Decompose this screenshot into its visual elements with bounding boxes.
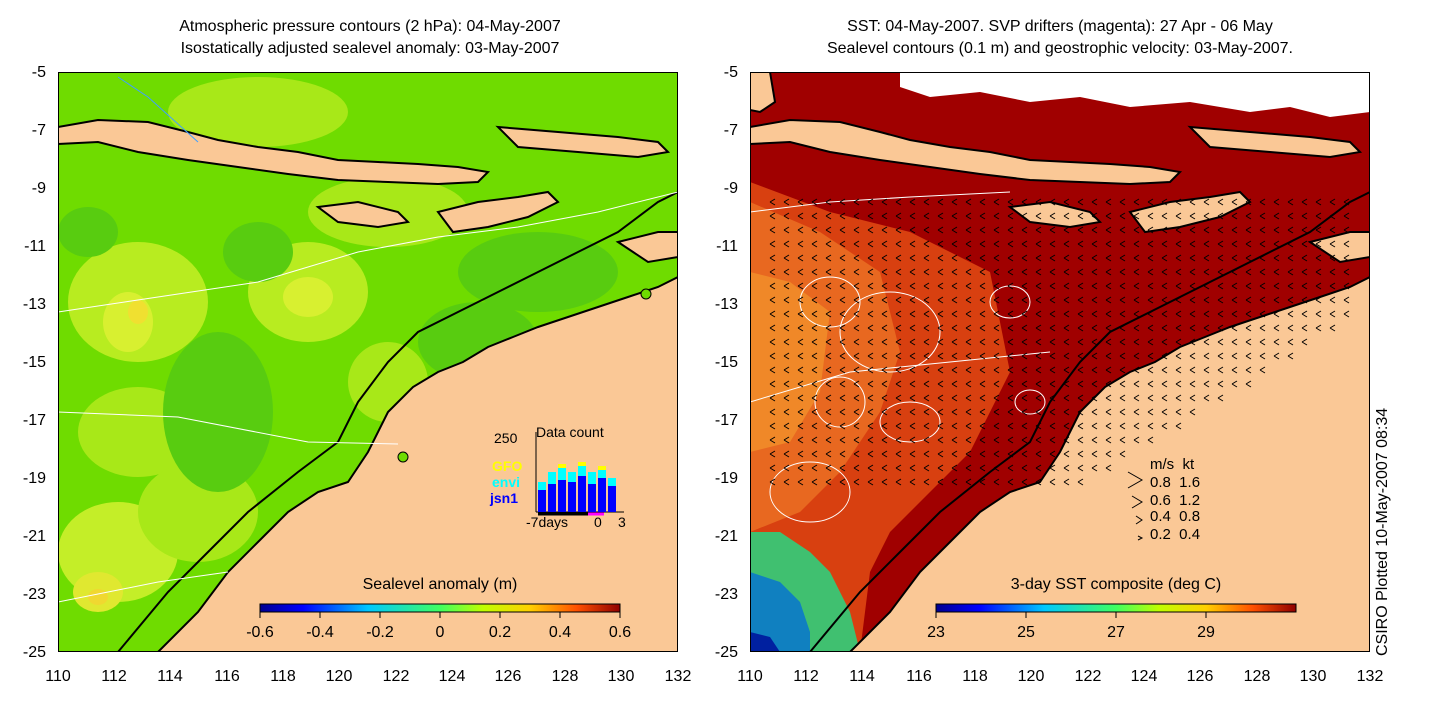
x-tick: 126 <box>494 668 522 685</box>
data-count-series-envi: envi <box>492 474 521 490</box>
x-tick: 110 <box>45 668 71 685</box>
x-tick: 110 <box>737 668 763 685</box>
velocity-legend-row: 0.4 0.8 <box>1150 508 1201 525</box>
colorbar-tick: -0.4 <box>306 624 334 641</box>
colorbar-tick: 27 <box>1107 624 1125 641</box>
sst-map <box>750 72 1370 652</box>
x-tick: 130 <box>607 668 635 685</box>
x-tick: 130 <box>1299 668 1327 685</box>
x-tick: 124 <box>438 668 466 685</box>
right-title: SST: 04-May-2007. SVP drifters (magenta)… <box>750 16 1370 60</box>
colorbar-tick: 25 <box>1017 624 1035 641</box>
y-tick: -17 <box>22 412 46 429</box>
x-tick: 112 <box>793 668 819 685</box>
x-tick: 118 <box>270 668 296 685</box>
x-tick: 120 <box>1017 668 1045 685</box>
right-title-line2: Sealevel contours (0.1 m) and geostrophi… <box>826 40 1293 57</box>
y-tick: -9 <box>723 180 738 197</box>
right-colorbar-title: 3-day SST composite (deg C) <box>1010 576 1222 593</box>
x-tick: 124 <box>1130 668 1158 685</box>
y-tick: -19 <box>22 470 46 487</box>
sealevel-anomaly-map <box>58 72 678 652</box>
x-tick: 116 <box>906 668 932 685</box>
data-count-xlabel-right: 3 <box>618 514 626 530</box>
x-tick: 114 <box>157 668 183 685</box>
colorbar-tick: 0.2 <box>488 624 512 641</box>
y-tick: -15 <box>714 354 738 371</box>
data-count-title: Data count <box>536 424 604 440</box>
right-map-panel <box>750 72 1370 652</box>
y-tick: -5 <box>31 64 46 81</box>
x-tick: 122 <box>382 668 410 685</box>
y-tick: -13 <box>714 296 738 313</box>
velocity-legend-row: 0.8 1.6 <box>1150 474 1201 491</box>
y-tick: -25 <box>714 644 738 661</box>
y-tick: -9 <box>31 180 46 197</box>
right-title-line1: SST: 04-May-2007. SVP drifters (magenta)… <box>847 18 1273 35</box>
x-tick: 132 <box>664 668 692 685</box>
y-tick: -25 <box>22 644 46 661</box>
velocity-legend-row: 0.6 1.2 <box>1150 492 1201 509</box>
left-title-line1: Atmospheric pressure contours (2 hPa): 0… <box>179 18 561 35</box>
colorbar-tick: 29 <box>1197 624 1215 641</box>
x-tick: 118 <box>962 668 988 685</box>
left-map-panel <box>58 72 678 652</box>
x-tick: 120 <box>325 668 353 685</box>
x-tick: 126 <box>1186 668 1214 685</box>
velocity-legend-row: 0.2 0.4 <box>1150 526 1201 543</box>
data-count-ymax: 250 <box>494 430 518 446</box>
colorbar-tick: 23 <box>927 624 945 641</box>
left-title: Atmospheric pressure contours (2 hPa): 0… <box>60 16 680 60</box>
colorbar-tick: 0.6 <box>608 624 632 641</box>
data-count-xlabel-left: -7days <box>526 514 569 530</box>
y-tick: -17 <box>714 412 738 429</box>
y-tick: -21 <box>714 528 738 545</box>
colorbar-tick: -0.6 <box>246 624 274 641</box>
x-tick: 114 <box>849 668 875 685</box>
data-count-series-jsn1: jsn1 <box>490 490 519 506</box>
y-tick: -13 <box>22 296 46 313</box>
colorbar-tick: 0.4 <box>548 624 572 641</box>
y-tick: -15 <box>22 354 46 371</box>
y-tick: -5 <box>723 64 738 81</box>
left-title-line2: Isostatically adjusted sealevel anomaly:… <box>180 40 560 57</box>
x-tick: 128 <box>551 668 579 685</box>
y-tick: -21 <box>22 528 46 545</box>
data-count-chart <box>535 432 624 516</box>
plot-stamp: CSIRO Plotted 10-May-2007 08:34 <box>1374 407 1391 656</box>
x-tick: 128 <box>1243 668 1271 685</box>
x-tick: 122 <box>1074 668 1102 685</box>
y-tick: -11 <box>24 238 46 255</box>
y-tick: -19 <box>714 470 738 487</box>
y-tick: -23 <box>714 586 738 603</box>
y-tick: -7 <box>31 122 46 139</box>
colorbar-tick: -0.2 <box>366 624 394 641</box>
y-tick: -23 <box>22 586 46 603</box>
data-count-xlabel-mid: 0 <box>594 514 602 530</box>
colorbar-tick: 0 <box>435 624 445 641</box>
velocity-legend-arrows <box>1127 471 1144 541</box>
x-tick: 116 <box>214 668 240 685</box>
left-colorbar-title: Sealevel anomaly (m) <box>362 576 518 593</box>
y-tick: -7 <box>723 122 738 139</box>
x-tick: 112 <box>101 668 127 685</box>
data-count-series-gfo: GFO <box>492 458 523 474</box>
velocity-legend-header: m/s kt <box>1150 456 1195 473</box>
y-tick: -11 <box>716 238 738 255</box>
right-axes-frame <box>750 72 1370 652</box>
x-tick: 132 <box>1356 668 1384 685</box>
left-axes-frame <box>58 72 678 652</box>
